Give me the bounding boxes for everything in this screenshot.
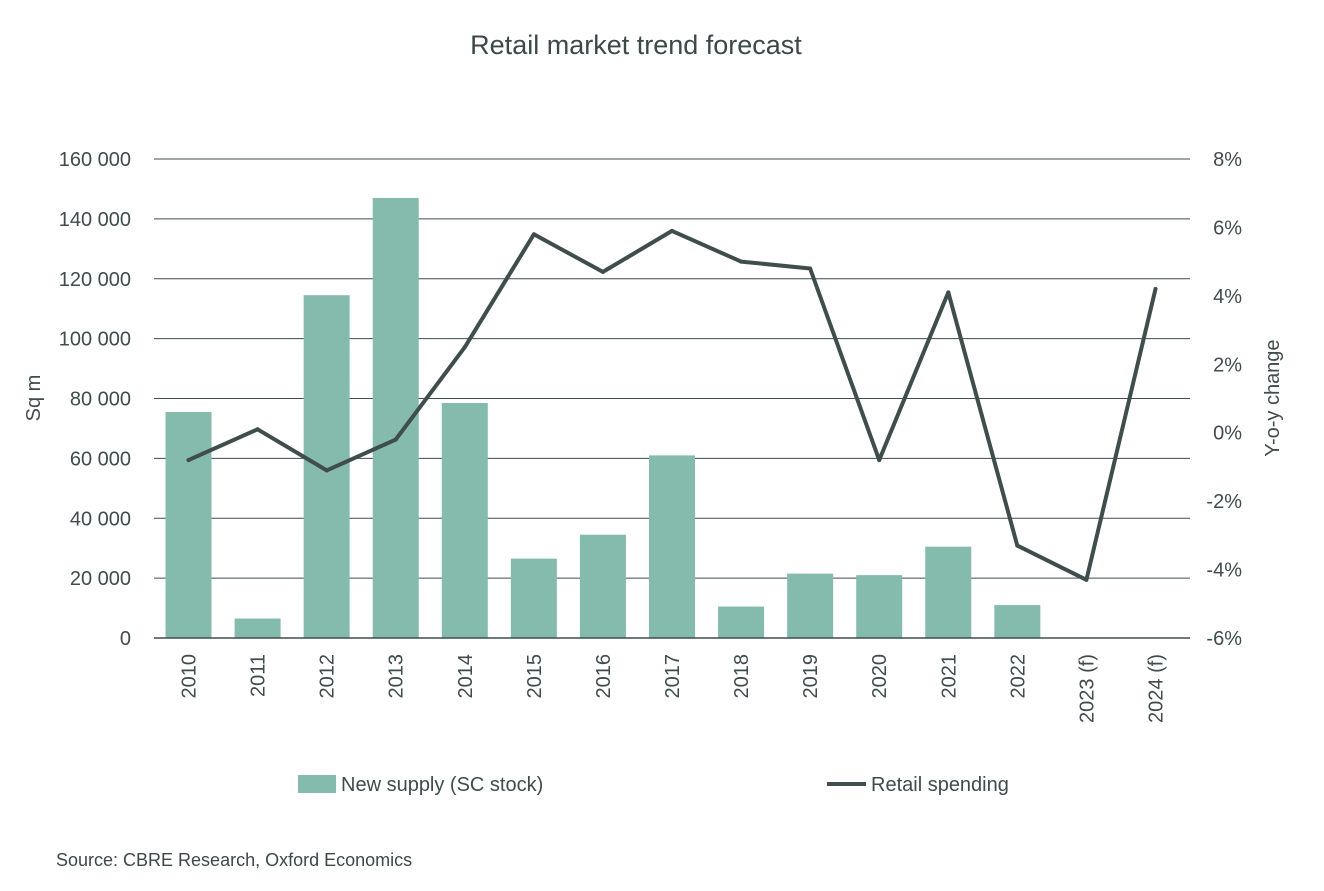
bar [787, 573, 834, 638]
line-point [600, 269, 605, 274]
x-tick-label: 2010 [179, 654, 201, 699]
right-tick-label: -6% [1206, 628, 1242, 650]
x-tick-label: 2014 [455, 654, 477, 699]
bar [579, 534, 626, 638]
chart-title: Retail market trend forecast [470, 30, 802, 60]
bar-series [165, 197, 1041, 638]
x-tick-label: 2012 [317, 654, 339, 699]
line-point [670, 228, 674, 233]
left-tick-label: 80 000 [70, 389, 131, 411]
bar [234, 618, 281, 638]
left-tick-label: 140 000 [59, 209, 131, 231]
bar [441, 402, 488, 638]
x-tick-label: 2017 [662, 654, 684, 699]
line-point [393, 437, 398, 442]
left-tick-label: 100 000 [59, 329, 131, 351]
legend-label-bar: New supply (SC stock) [341, 774, 543, 796]
x-tick-label: 2019 [800, 654, 822, 699]
x-tick-label: 2024 (f) [1145, 654, 1167, 723]
line-point [808, 266, 813, 271]
line-point [462, 345, 467, 350]
left-axis-label: Sq m [23, 375, 45, 422]
line-point [946, 290, 951, 295]
left-tick-label: 20 000 [70, 568, 131, 590]
x-tick-label: 2018 [731, 654, 753, 699]
source-note: Source: CBRE Research, Oxford Economics [56, 850, 413, 870]
line-point [877, 458, 882, 463]
bar [165, 411, 212, 638]
x-axis-ticks: 2010 2011 2012 2013 2014 2015 2016 2017 2018 2019… [179, 654, 1168, 723]
line-point [324, 468, 329, 473]
line-point [1153, 287, 1158, 292]
bar [925, 546, 972, 638]
right-tick-label: 0% [1213, 423, 1242, 445]
x-tick-label: 2016 [593, 654, 615, 699]
legend-swatch-bar [298, 775, 336, 793]
right-tick-label: -4% [1206, 560, 1242, 582]
bar [994, 605, 1041, 638]
line-point [1015, 543, 1020, 548]
line-point [531, 232, 536, 237]
legend: New supply (SC stock) Retail spending [298, 774, 1009, 796]
right-tick-label: -2% [1206, 491, 1242, 513]
bar [718, 606, 765, 638]
x-tick-label: 2023 (f) [1076, 654, 1098, 723]
right-axis-ticks: -6% -4% -2% 0% 2% 4% 6% 8% [1206, 149, 1242, 650]
left-tick-label: 120 000 [59, 269, 131, 291]
bar [303, 295, 350, 638]
line-series [186, 228, 1158, 582]
right-tick-label: 4% [1213, 286, 1242, 308]
left-tick-label: 0 [120, 628, 131, 650]
left-axis-ticks: 0 20 000 40 000 60 000 80 000 100 000 120 000 1… [59, 149, 131, 650]
x-tick-label: 2022 [1007, 654, 1029, 699]
right-tick-label: 6% [1213, 217, 1242, 239]
x-tick-label: 2013 [386, 654, 408, 699]
bar [510, 558, 557, 638]
line-point [186, 458, 191, 463]
line-point [1084, 577, 1089, 582]
left-tick-label: 60 000 [70, 448, 131, 470]
x-tick-label: 2015 [524, 654, 546, 699]
line-point [255, 427, 260, 432]
x-tick-label: 2021 [938, 654, 960, 699]
line-point [739, 259, 744, 264]
x-tick-label: 2011 [248, 654, 270, 697]
x-tick-label: 2020 [869, 654, 891, 699]
right-axis-label: Y-o-y change [1262, 339, 1284, 456]
left-tick-label: 160 000 [59, 149, 131, 171]
right-tick-label: 2% [1213, 354, 1242, 376]
bar [649, 455, 695, 638]
right-tick-label: 8% [1213, 149, 1242, 171]
legend-label-line: Retail spending [871, 774, 1009, 796]
bar [856, 575, 903, 638]
left-tick-label: 40 000 [70, 508, 131, 530]
